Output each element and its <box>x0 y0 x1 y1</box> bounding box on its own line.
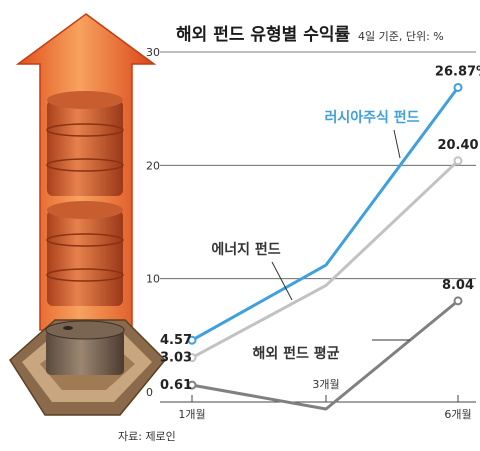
series-name-label: 러시아주식 펀드 <box>324 109 419 126</box>
data-point <box>187 335 197 345</box>
chart-subtitle: 4일 기준, 단위: % <box>358 29 444 43</box>
data-label: 4.57 <box>160 333 192 348</box>
data-point <box>187 353 197 363</box>
x-tick-label: 1개월 <box>178 408 205 421</box>
barrel-stack-icon <box>46 91 124 306</box>
y-axis-ticks: 0 10 20 30 <box>146 46 160 399</box>
grid-lines <box>160 51 476 280</box>
y-tick-label: 30 <box>146 46 160 59</box>
series-name-label: 해외 펀드 평균 <box>252 345 339 362</box>
series-line <box>191 86 460 342</box>
series-callout-line <box>393 129 401 159</box>
y-tick-label: 20 <box>146 159 160 172</box>
series-line <box>191 159 460 359</box>
data-label: 20.40 <box>437 138 478 153</box>
source-note: 자료: 제로인 <box>118 430 176 443</box>
data-label: 8.04 <box>442 278 474 293</box>
x-tick-label: 3개월 <box>312 378 339 391</box>
x-axis: 1개월 3개월 6개월 <box>160 378 476 421</box>
base-block-icon <box>9 319 167 416</box>
data-point <box>187 380 197 390</box>
oil-arrow-illustration <box>9 13 167 416</box>
y-tick-label: 10 <box>146 273 160 286</box>
series-callout-line <box>271 261 293 301</box>
y-tick-label: 0 <box>146 386 153 399</box>
data-point <box>453 82 463 92</box>
data-label: 26.87% <box>435 64 480 79</box>
x-tick-label: 6개월 <box>444 408 471 421</box>
data-label: 3.03 <box>160 351 192 366</box>
chart-title: 해외 펀드 유형별 수익률 <box>176 24 351 45</box>
series-line <box>191 299 459 411</box>
data-labels: 4.57 26.87% 러시아주식 펀드 3.03 20.40 에너지 펀드 0.61 8.0… <box>160 64 480 393</box>
series-lines <box>187 82 463 411</box>
data-label: 0.61 <box>160 378 192 393</box>
data-point <box>453 296 463 306</box>
data-point <box>453 156 463 166</box>
series-name-label: 에너지 펀드 <box>211 242 280 258</box>
